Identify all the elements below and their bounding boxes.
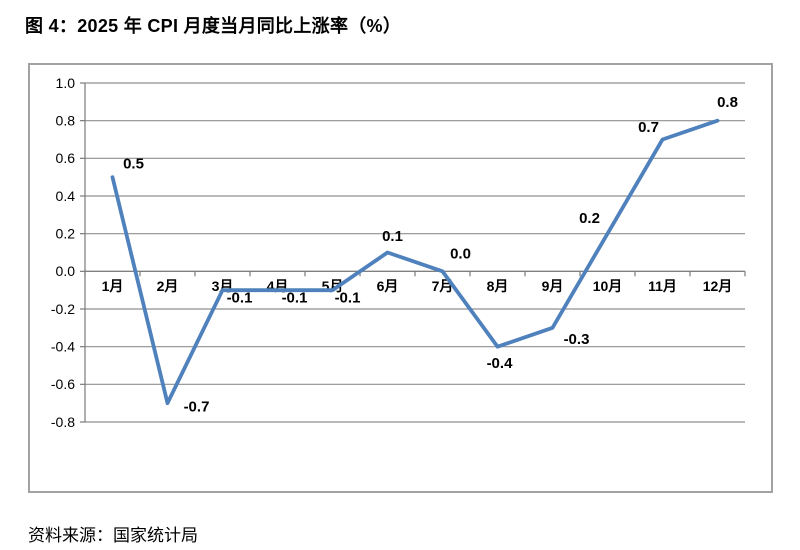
y-axis-label: 0.8 — [56, 113, 76, 129]
x-axis-label: 12月 — [703, 278, 733, 294]
data-label: 0.0 — [450, 246, 471, 263]
data-label: 0.2 — [579, 210, 600, 227]
series-line-cpi — [110, 118, 720, 406]
data-label: -0.1 — [227, 289, 253, 306]
data-label: 0.5 — [123, 155, 144, 172]
cpi-line-chart: 1.00.80.60.40.20.0-0.2-0.4-0.6-0.81月 2月 3月… — [51, 75, 746, 430]
x-axis-label: 1月 — [102, 278, 124, 294]
chart-title: 图 4：2025 年 CPI 月度当月同比上涨率（%） — [25, 16, 402, 36]
x-axis-label: 6月 — [377, 278, 399, 294]
data-label: -0.4 — [487, 355, 514, 372]
y-axis-label: -0.8 — [51, 414, 75, 430]
y-axis-label: -0.4 — [51, 339, 75, 355]
x-axis-label: 7月 — [432, 278, 454, 294]
data-label: -0.3 — [564, 331, 590, 348]
y-axis-label: 0.4 — [56, 188, 76, 204]
y-axis-label: -0.6 — [51, 376, 75, 392]
y-axis-label: 0.2 — [56, 226, 76, 242]
data-label: -0.7 — [184, 398, 210, 415]
x-axis-label: 10月 — [593, 278, 623, 294]
chart-container: 1.0 0.8 0.6 0.4 0.2 0.0 -0.2 -0.4 -0.6 -0.8 1月 2月 3月… — [28, 63, 773, 493]
data-label: 0.1 — [382, 228, 403, 245]
x-axis-label: 11月 — [648, 278, 677, 294]
y-axis-label: 0.0 — [56, 263, 76, 279]
y-axis-label: 1.0 — [56, 75, 76, 91]
data-label: 0.7 — [638, 119, 659, 136]
data-label: -0.1 — [335, 289, 361, 306]
y-axis-label: -0.2 — [51, 301, 75, 317]
x-axis-label: 9月 — [542, 278, 564, 294]
y-axis-label: 0.6 — [56, 150, 76, 166]
x-axis-label: 2月 — [157, 278, 179, 294]
source-note: 资料来源：国家统计局 — [28, 526, 198, 545]
x-axis-label: 8月 — [487, 278, 509, 294]
data-label: 0.8 — [717, 94, 738, 111]
data-label: -0.1 — [282, 289, 308, 306]
